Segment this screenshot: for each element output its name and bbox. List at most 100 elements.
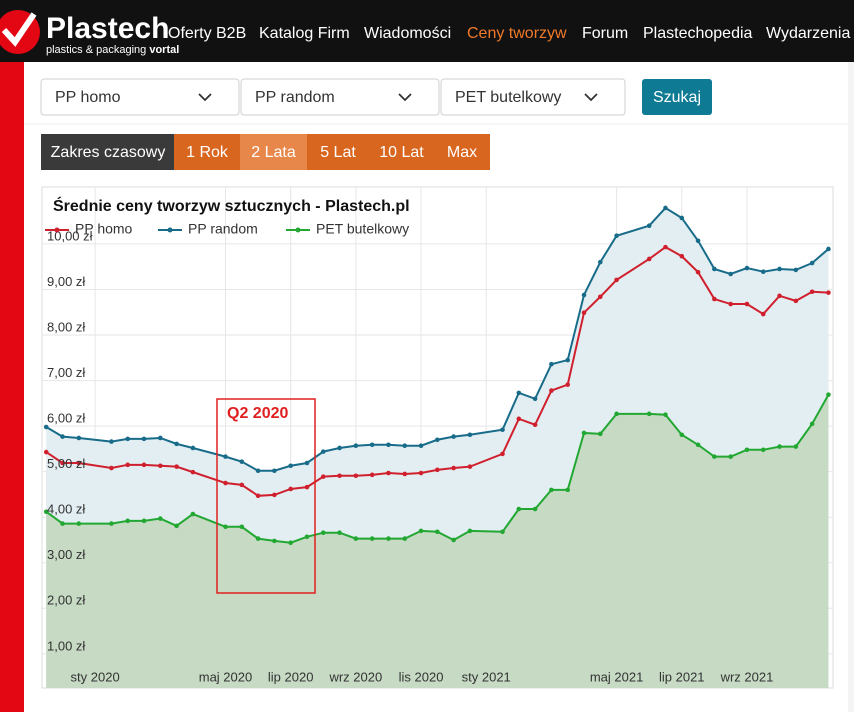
series-point	[760, 447, 766, 453]
series-point	[272, 492, 277, 498]
select-box[interactable]	[440, 78, 626, 116]
series-point	[826, 290, 831, 295]
series-point	[760, 311, 766, 317]
logo-subtitle: plastics & packaging vortal	[46, 44, 179, 56]
nav-item[interactable]: Oferty B2B	[168, 25, 246, 42]
series-point	[337, 445, 342, 451]
series-point	[467, 464, 473, 469]
series-point	[418, 470, 424, 476]
range-option[interactable]	[174, 134, 240, 170]
series-point	[76, 460, 82, 466]
series-area	[46, 394, 829, 688]
series-point	[516, 506, 522, 512]
annotation-label: Q2 2020	[227, 405, 288, 422]
search-button[interactable]	[642, 79, 712, 115]
series-point	[288, 486, 293, 492]
range-option-label[interactable]: 10 Lat	[379, 144, 424, 161]
series-point	[304, 534, 310, 540]
range-option-label[interactable]: 2 Lata	[251, 144, 296, 161]
series-point	[304, 460, 310, 466]
series-point	[451, 465, 456, 471]
nav-item[interactable]: Ceny tworzyw	[467, 25, 567, 42]
nav-item[interactable]: Wydarzenia	[766, 25, 850, 42]
series-point	[695, 269, 701, 275]
series-point	[239, 524, 245, 530]
series-point	[190, 445, 196, 451]
series-point	[255, 493, 261, 499]
y-tick-label: 7,00 zł	[47, 365, 85, 380]
x-tick-label: maj 2020	[199, 669, 252, 684]
series-point	[304, 484, 310, 490]
series-point	[663, 244, 668, 250]
series-point	[777, 266, 782, 272]
series-point	[239, 482, 245, 488]
series-point	[549, 487, 554, 493]
series-point	[646, 223, 652, 229]
series-point	[614, 411, 619, 417]
series-point	[744, 265, 750, 271]
series-point	[60, 434, 65, 439]
series-point	[418, 443, 424, 448]
chart-title: Średnie ceny tworzyw sztucznych - Plaste…	[53, 196, 410, 215]
series-point	[565, 382, 571, 387]
series-point	[516, 416, 522, 422]
series-point	[174, 464, 179, 469]
nav-item[interactable]: Katalog Firm	[259, 25, 350, 42]
series-point	[320, 530, 326, 535]
select-box[interactable]	[40, 78, 240, 116]
y-tick-label: 4,00 zł	[47, 502, 85, 517]
series-point	[402, 443, 408, 448]
legend-marker	[295, 227, 301, 233]
series-point	[695, 442, 701, 448]
range-option[interactable]	[240, 134, 307, 170]
nav-item[interactable]: Plastechopedia	[643, 25, 753, 42]
series-point	[826, 246, 831, 252]
series-point	[712, 296, 717, 302]
range-option-label[interactable]: 1 Rok	[186, 144, 229, 161]
logo-subtitle-text: plastics & packaging	[46, 44, 146, 56]
series-point	[141, 436, 147, 442]
range-label-box	[41, 134, 174, 170]
series-point	[663, 205, 668, 211]
series-point	[174, 523, 179, 529]
series-point	[60, 521, 65, 526]
series-point	[679, 432, 685, 438]
x-tick-label: lip 2020	[268, 669, 314, 684]
search-button-label: Szukaj	[653, 89, 701, 106]
series-point	[239, 459, 245, 464]
series-point	[777, 293, 782, 299]
series-point	[614, 233, 619, 239]
series-point	[712, 454, 717, 459]
range-option[interactable]	[369, 134, 434, 170]
x-tick-label: sty 2021	[462, 669, 511, 684]
range-option-label[interactable]: Max	[447, 144, 477, 161]
nav-item[interactable]: Forum	[582, 25, 628, 42]
nav-item[interactable]: Wiadomości	[364, 25, 451, 42]
series-point	[353, 536, 359, 541]
series-point	[337, 473, 342, 479]
series-point	[451, 537, 456, 543]
x-tick-label: wrz 2021	[720, 669, 774, 684]
logo-text: Plastech	[46, 12, 169, 45]
series-point	[337, 530, 342, 535]
series-point	[76, 521, 82, 526]
range-option-label[interactable]: 5 Lat	[320, 144, 356, 161]
series-point	[712, 266, 717, 272]
series-point	[255, 536, 261, 541]
series-point	[288, 540, 293, 546]
series-point	[369, 442, 375, 448]
select-chevron	[198, 93, 212, 102]
select-box[interactable]	[240, 78, 440, 116]
legend-label: PP homo	[75, 221, 133, 237]
series-point	[565, 357, 571, 363]
select-label: PET butelkowy	[455, 89, 561, 106]
range-option[interactable]	[307, 134, 369, 170]
series-point	[451, 434, 456, 439]
series-point	[223, 454, 228, 459]
x-tick-label: lip 2021	[659, 669, 705, 684]
series-point	[728, 271, 733, 277]
series-point	[565, 487, 571, 493]
series-point	[158, 463, 163, 469]
range-option[interactable]	[434, 134, 490, 170]
